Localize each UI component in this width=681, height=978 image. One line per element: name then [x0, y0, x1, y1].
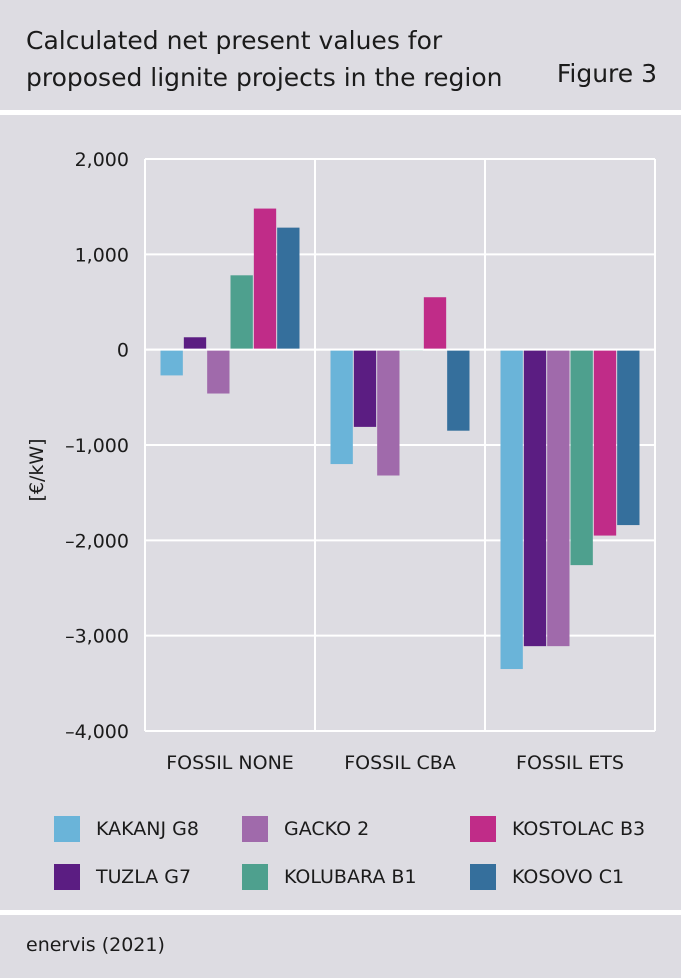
figure-label: Figure 3 [556, 59, 657, 88]
bar [570, 349, 593, 566]
legend-item: KAKANJ G8 [54, 816, 199, 842]
y-tick-label: –4,000 [65, 721, 129, 743]
legend-item: KOSTOLAC B3 [470, 816, 645, 842]
y-tick-label: –1,000 [65, 435, 129, 457]
bar [253, 208, 277, 350]
footer-divider [0, 910, 681, 915]
bar [330, 349, 353, 465]
y-tick-label: 0 [117, 340, 129, 362]
legend-swatch [54, 816, 80, 842]
x-tick-label: FOSSIL NONE [166, 752, 294, 774]
bar [447, 349, 470, 431]
x-tick-label: FOSSIL CBA [344, 752, 456, 774]
bar [547, 349, 570, 647]
bar [230, 275, 253, 350]
legend-label: KOSTOLAC B3 [512, 818, 646, 840]
legend-swatch [54, 864, 80, 890]
y-tick-label: 1,000 [75, 244, 129, 266]
legend-item: KOSOVO C1 [470, 864, 624, 890]
title-line-1: Calculated net present values for [26, 26, 443, 55]
bar [183, 337, 207, 350]
legend-label: TUZLA G7 [96, 866, 192, 888]
legend-item: KOLUBARA B1 [242, 864, 417, 890]
legend-swatch [470, 816, 496, 842]
y-tick-label: –3,000 [65, 626, 129, 648]
legend-item: TUZLA G7 [54, 864, 191, 890]
chart-title: Calculated net present values for propos… [26, 22, 526, 96]
x-tick-label: FOSSIL ETS [516, 752, 624, 774]
y-tick-label: –2,000 [65, 530, 129, 552]
header-divider [0, 110, 681, 115]
bar [593, 349, 617, 536]
bar [617, 349, 640, 526]
y-axis-label: [€/kW] [26, 438, 48, 501]
legend-label: GACKO 2 [284, 818, 370, 840]
bar [377, 349, 400, 476]
bar [277, 227, 300, 350]
legend-swatch [242, 816, 268, 842]
legend-label: KOLUBARA B1 [284, 866, 417, 888]
legend-swatch [242, 864, 268, 890]
bar [353, 349, 377, 427]
bar [160, 349, 183, 376]
chart-area: 2,000 1,000 0 –1,000 –2,000 –3,000 –4,000 FOSSI… [26, 149, 656, 774]
legend-item: GACKO 2 [242, 816, 369, 842]
bar [207, 349, 230, 394]
bar [500, 349, 523, 670]
legend-label: KOSOVO C1 [512, 866, 625, 888]
header: Calculated net present values for propos… [0, 0, 681, 110]
bar [423, 297, 447, 350]
bar [523, 349, 547, 647]
legend-swatch [470, 864, 496, 890]
title-line-2: proposed lignite projects in the region [26, 63, 503, 92]
y-tick-label: 2,000 [75, 149, 129, 171]
source-note: enervis (2021) [26, 934, 165, 956]
legend-label: KAKANJ G8 [96, 818, 199, 840]
